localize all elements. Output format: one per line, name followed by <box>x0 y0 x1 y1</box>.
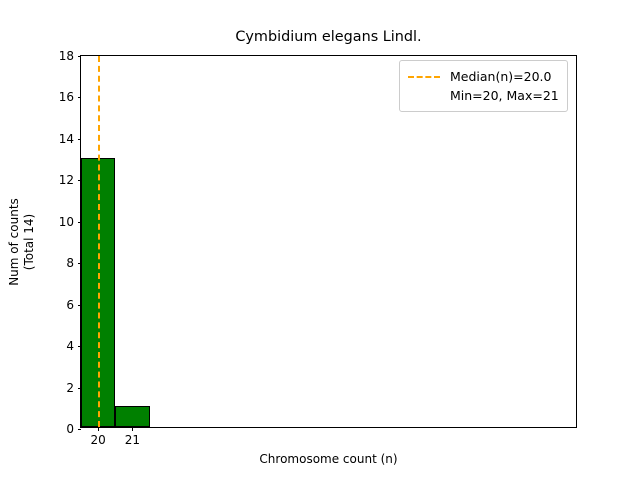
x-axis-label: Chromosome count (n) <box>259 452 398 466</box>
y-tick-label: 14 <box>58 131 74 146</box>
y-tick-mark <box>77 387 81 389</box>
x-tick-label: 21 <box>124 433 141 447</box>
plot-area: 0 2 4 6 8 10 12 14 16 18 20 21 <box>59 49 577 447</box>
y-tick-mark <box>77 56 81 57</box>
y-tick-mark <box>77 221 81 223</box>
y-tick-label: 4 <box>66 339 74 354</box>
legend-label-range: Min=20, Max=21 <box>450 88 559 103</box>
y-tick-label: 6 <box>66 297 74 312</box>
median-line <box>98 56 101 427</box>
y-axis-label-line1: Num of counts <box>7 197 21 286</box>
y-tick-mark <box>77 429 81 430</box>
y-tick-mark <box>77 97 81 99</box>
y-tick-mark <box>77 180 81 182</box>
y-axis-label-line2: (Total 14) <box>22 213 36 270</box>
y-tick-mark <box>77 138 81 140</box>
legend-item-median: Median(n)=20.0 <box>408 67 559 86</box>
legend-item-range: Min=20, Max=21 <box>408 86 559 105</box>
y-tick-label: 16 <box>58 90 74 105</box>
legend-label-median: Median(n)=20.0 <box>450 69 552 84</box>
y-tick-mark <box>77 346 81 348</box>
y-tick-label: 0 <box>66 422 74 436</box>
plot-inner <box>81 56 576 427</box>
y-tick-mark <box>77 263 81 265</box>
y-tick-label: 2 <box>66 380 74 395</box>
y-tick-label: 18 <box>58 49 74 63</box>
bar-21 <box>115 406 150 427</box>
y-tick-label: 8 <box>66 256 74 271</box>
x-tick-mark <box>132 427 134 431</box>
x-tick-mark <box>98 427 100 431</box>
y-tick-label: 10 <box>58 214 74 229</box>
dashed-line-icon <box>408 75 440 78</box>
y-tick-mark <box>77 304 81 306</box>
y-tick-label: 12 <box>58 173 74 188</box>
y-axis-label-container: Num of counts (Total 14) <box>0 55 44 428</box>
chart-title: Cymbidium elegans Lindl. <box>235 29 422 45</box>
y-axis-label: Num of counts (Total 14) <box>7 198 37 286</box>
x-tick-label: 20 <box>90 433 106 447</box>
legend-box: Median(n)=20.0 Min=20, Max=21 <box>399 60 568 112</box>
